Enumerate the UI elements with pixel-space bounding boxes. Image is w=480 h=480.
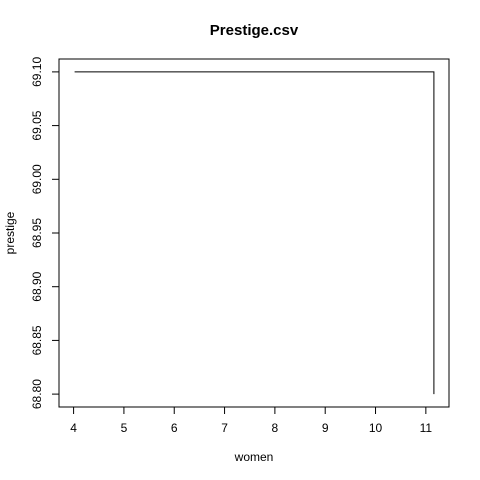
series-layer [74,71,435,395]
y-axis-label: prestige [3,211,17,254]
x-axis: 4 5 6 7 8 9 10 11 [70,406,433,435]
plot-frame [58,58,450,408]
x-tick-label: 5 [121,421,128,435]
x-axis-label: women [234,450,274,464]
y-tick-label: 69.05 [30,110,44,140]
y-tick-label: 68.95 [30,218,44,248]
y-tick-label: 69.00 [30,164,44,194]
x-tick-label: 8 [272,421,279,435]
chart-title: Prestige.csv [210,22,299,39]
y-tick-label: 69.10 [30,57,44,87]
x-tick-label: 10 [369,421,383,435]
x-tick-label: 4 [70,421,77,435]
x-tick-label: 9 [322,421,329,435]
x-tick-label: 6 [171,421,178,435]
y-axis: 68.80 68.85 68.90 68.95 69.00 69.05 69.10 [30,57,60,409]
y-tick-label: 68.85 [30,325,44,355]
y-tick-label: 68.80 [30,379,44,409]
series-line [74,71,435,395]
y-tick-label: 68.90 [30,271,44,301]
x-tick-label: 11 [420,421,433,435]
x-tick-label: 7 [221,421,228,435]
